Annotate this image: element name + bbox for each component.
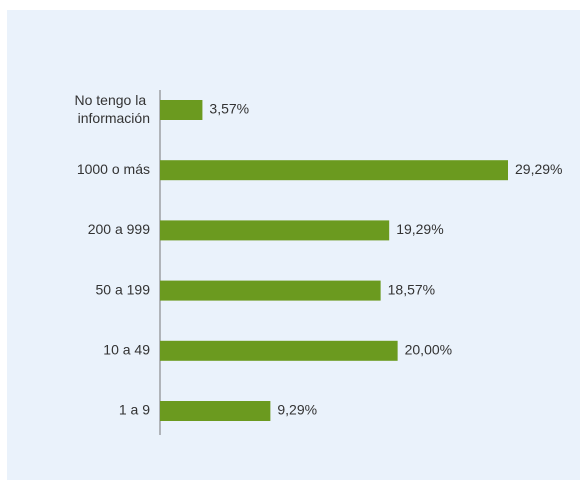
- value-label: 29,29%: [515, 161, 562, 177]
- category-label: 1 a 9: [119, 402, 150, 418]
- category-label: 1000 o más: [77, 161, 150, 177]
- category-label: 10 a 49: [103, 342, 150, 358]
- value-label: 20,00%: [405, 342, 452, 358]
- bar: [160, 280, 381, 301]
- value-label: 3,57%: [209, 101, 249, 117]
- value-label: 9,29%: [277, 402, 317, 418]
- bar: [160, 401, 271, 421]
- bar: [160, 340, 398, 361]
- chart-background: [7, 10, 580, 480]
- bar: [160, 100, 203, 120]
- value-label: 18,57%: [388, 281, 435, 297]
- bar: [160, 160, 508, 181]
- bar: [160, 220, 390, 241]
- category-label: No tengo la información: [75, 92, 151, 126]
- value-label: 19,29%: [396, 221, 443, 237]
- category-label: 50 a 199: [96, 281, 151, 297]
- category-label: 200 a 999: [88, 221, 150, 237]
